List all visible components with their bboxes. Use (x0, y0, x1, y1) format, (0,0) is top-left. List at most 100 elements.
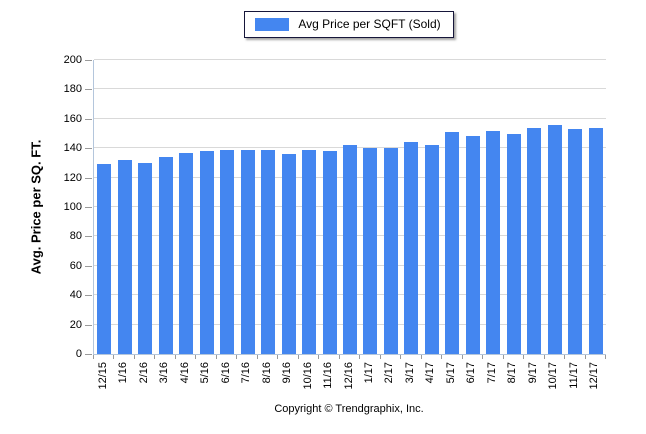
x-tick-mark-10 (297, 355, 299, 359)
gridline-180 (94, 88, 606, 90)
bar-12/17 (588, 127, 603, 354)
y-tick-label-140: 140 (63, 142, 82, 155)
x-tick-label-8/16: 8/16 (260, 362, 273, 384)
x-tick-mark-6 (215, 355, 217, 359)
x-tick-label-12/17: 12/17 (588, 362, 601, 390)
y-tick-label-0: 0 (75, 348, 82, 360)
x-tick-mark-21 (523, 355, 525, 359)
gridline-200 (94, 59, 606, 60)
bar-6/16 (220, 149, 235, 354)
bar-11/17 (568, 129, 583, 354)
bar-12/15 (97, 164, 112, 354)
y-tick-mark-80 (85, 236, 92, 238)
y-tick-label-20: 20 (69, 318, 82, 331)
x-tick-mark-7 (236, 355, 238, 359)
x-tick-mark-9 (277, 355, 279, 359)
bar-5/16 (199, 151, 214, 354)
x-tick-label-11/16: 11/16 (322, 362, 335, 389)
legend-box: Avg Price per SQFT (Sold) (244, 11, 454, 38)
bar-1/16 (117, 159, 132, 354)
x-tick-label-5/17: 5/17 (444, 362, 457, 384)
bar-8/17 (506, 133, 521, 354)
x-tick-mark-8 (256, 355, 258, 359)
x-tick-label-1/17: 1/17 (362, 362, 375, 384)
x-tick-mark-25 (605, 355, 606, 359)
y-tick-label-120: 120 (63, 171, 82, 184)
y-tick-mark-120 (85, 177, 92, 179)
x-tick-label-11/17: 11/17 (567, 362, 580, 389)
bar-8/16 (261, 149, 276, 354)
x-tick-mark-5 (195, 355, 197, 359)
legend-label: Avg Price per SQFT (Sold) (298, 17, 441, 31)
y-tick-label-40: 40 (69, 289, 82, 302)
y-tick-mark-20 (85, 324, 92, 326)
x-tick-label-4/16: 4/16 (178, 362, 191, 384)
x-tick-mark-13 (359, 355, 361, 359)
y-tick-mark-160 (85, 118, 92, 120)
bar-6/17 (465, 136, 480, 354)
x-tick-mark-23 (564, 355, 566, 359)
x-tick-label-8/17: 8/17 (506, 362, 519, 384)
x-tick-label-12/15: 12/15 (96, 362, 109, 390)
x-tick-label-7/16: 7/16 (240, 362, 253, 384)
x-tick-label-10/17: 10/17 (547, 362, 560, 390)
y-tick-label-100: 100 (63, 201, 82, 213)
x-tick-mark-3 (154, 355, 156, 359)
x-tick-label-3/17: 3/17 (403, 362, 416, 384)
gridline-160 (94, 117, 606, 119)
x-tick-label-9/16: 9/16 (281, 362, 294, 384)
y-tick-mark-180 (85, 89, 92, 91)
x-tick-label-4/17: 4/17 (424, 362, 437, 384)
x-tick-mark-22 (543, 355, 545, 359)
x-tick-mark-15 (400, 355, 402, 359)
x-tick-mark-0 (93, 355, 94, 359)
x-tick-label-5/16: 5/16 (199, 362, 212, 384)
x-tick-label-12/16: 12/16 (342, 362, 355, 390)
y-tick-label-160: 160 (63, 112, 82, 125)
x-tick-mark-17 (441, 355, 443, 359)
bar-10/16 (302, 149, 317, 354)
bar-7/16 (240, 149, 255, 354)
x-tick-mark-18 (461, 355, 463, 359)
bar-2/16 (138, 162, 153, 354)
bar-3/16 (158, 157, 173, 354)
x-tick-mark-20 (502, 355, 504, 359)
x-tick-mark-4 (174, 355, 176, 359)
bar-4/16 (179, 152, 194, 354)
x-tick-mark-1 (113, 355, 115, 359)
bar-4/17 (424, 145, 439, 354)
legend: Avg Price per SQFT (Sold) (93, 11, 605, 38)
y-tick-mark-100 (85, 207, 92, 208)
y-tick-mark-60 (85, 265, 92, 267)
x-tick-mark-11 (318, 355, 320, 359)
y-tick-mark-200 (85, 60, 92, 61)
x-tick-label-6/16: 6/16 (219, 362, 232, 384)
bar-12/16 (343, 145, 357, 354)
x-tick-label-2/17: 2/17 (383, 362, 396, 384)
x-tick-label-7/17: 7/17 (485, 362, 498, 384)
x-tick-label-3/16: 3/16 (158, 362, 171, 384)
x-tick-mark-14 (379, 355, 381, 359)
bar-11/16 (322, 151, 337, 354)
y-tick-mark-40 (85, 295, 92, 297)
copyright-text: Copyright © Trendgraphix, Inc. (274, 403, 424, 415)
x-tick-label-9/17: 9/17 (526, 362, 539, 384)
x-tick-label-1/16: 1/16 (117, 362, 130, 384)
y-tick-mark-0 (85, 354, 92, 355)
bar-9/17 (527, 127, 542, 354)
y-tick-mark-140 (85, 148, 92, 150)
plot-area (93, 59, 606, 355)
y-tick-label-200: 200 (63, 54, 82, 66)
x-tick-mark-2 (133, 355, 135, 359)
x-tick-label-2/16: 2/16 (137, 362, 150, 384)
x-tick-label-6/17: 6/17 (465, 362, 478, 384)
bar-1/17 (363, 148, 378, 354)
y-tick-label-60: 60 (69, 259, 82, 272)
bar-2/17 (383, 148, 398, 354)
bar-7/17 (486, 130, 501, 354)
x-tick-label-10/16: 10/16 (301, 362, 314, 390)
x-tick-mark-24 (584, 355, 586, 359)
x-tick-mark-12 (338, 355, 340, 359)
bar-5/17 (445, 132, 460, 354)
